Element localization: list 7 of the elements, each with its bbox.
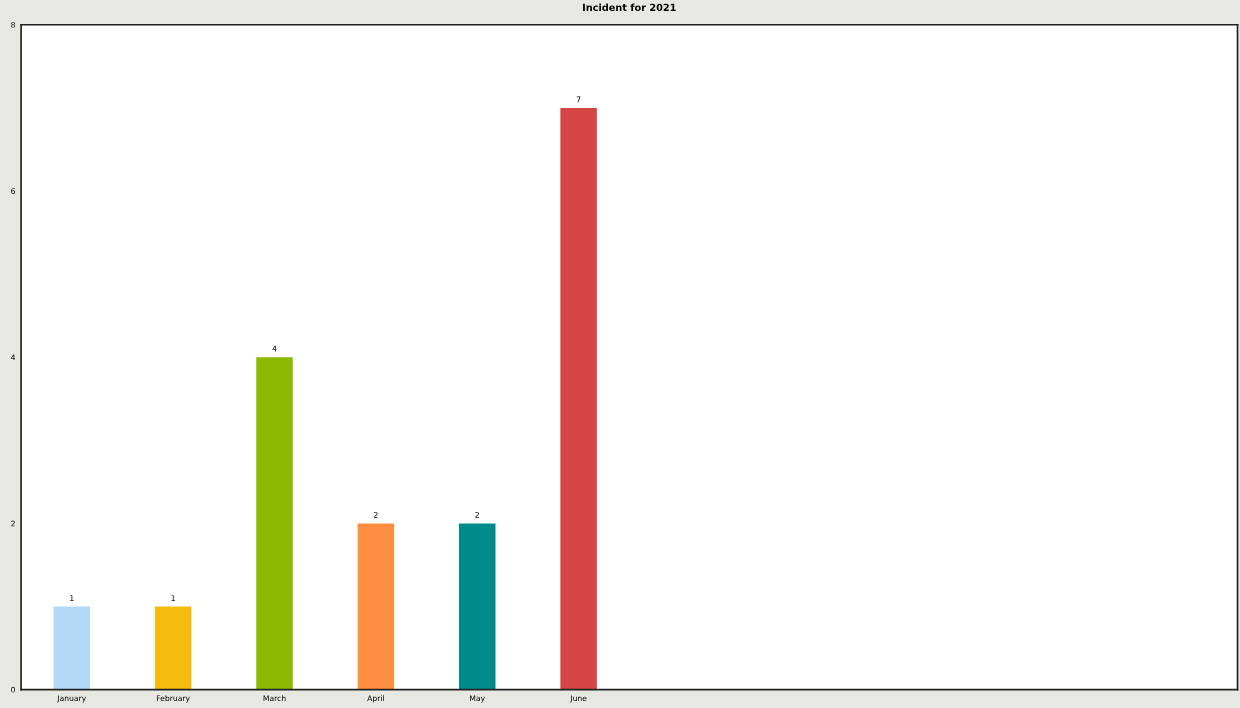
chart-title: Incident for 2021 — [583, 3, 676, 12]
bar — [459, 523, 496, 690]
bar — [154, 606, 192, 690]
bar — [256, 357, 293, 690]
bar — [560, 107, 597, 690]
bar — [357, 523, 395, 690]
bar — [53, 606, 91, 690]
